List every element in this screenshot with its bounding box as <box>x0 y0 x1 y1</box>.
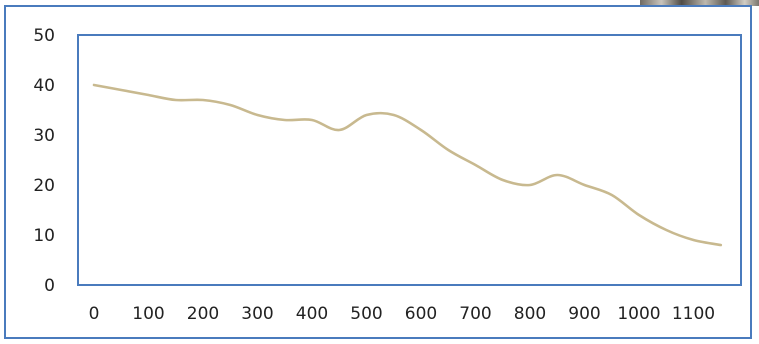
y-tick-label: 20 <box>33 176 55 196</box>
x-tick-label: 200 <box>187 304 219 324</box>
x-tick-label: 400 <box>296 304 328 324</box>
x-tick-label: 800 <box>514 304 546 324</box>
y-tick-label: 50 <box>33 26 55 46</box>
y-tick-label: 40 <box>33 76 55 96</box>
background-photo-strip <box>640 0 759 6</box>
x-tick-label: 0 <box>89 304 100 324</box>
plot-area <box>77 34 742 286</box>
x-tick-label: 100 <box>132 304 164 324</box>
y-tick-label: 0 <box>44 276 55 296</box>
y-tick-label: 30 <box>33 126 55 146</box>
y-axis-tick-labels: 0 10 20 30 40 50 <box>33 26 55 296</box>
x-axis-tick-labels: 0 100 200 300 400 500 600 700 800 900 1000 1100 <box>89 304 716 324</box>
x-tick-label: 600 <box>405 304 437 324</box>
x-tick-label: 900 <box>568 304 600 324</box>
x-tick-label: 1000 <box>617 304 660 324</box>
y-tick-label: 10 <box>33 226 55 246</box>
x-tick-label: 500 <box>350 304 382 324</box>
x-tick-label: 700 <box>459 304 491 324</box>
series-line <box>92 83 723 247</box>
x-tick-label: 1100 <box>672 304 715 324</box>
x-tick-label: 300 <box>241 304 273 324</box>
